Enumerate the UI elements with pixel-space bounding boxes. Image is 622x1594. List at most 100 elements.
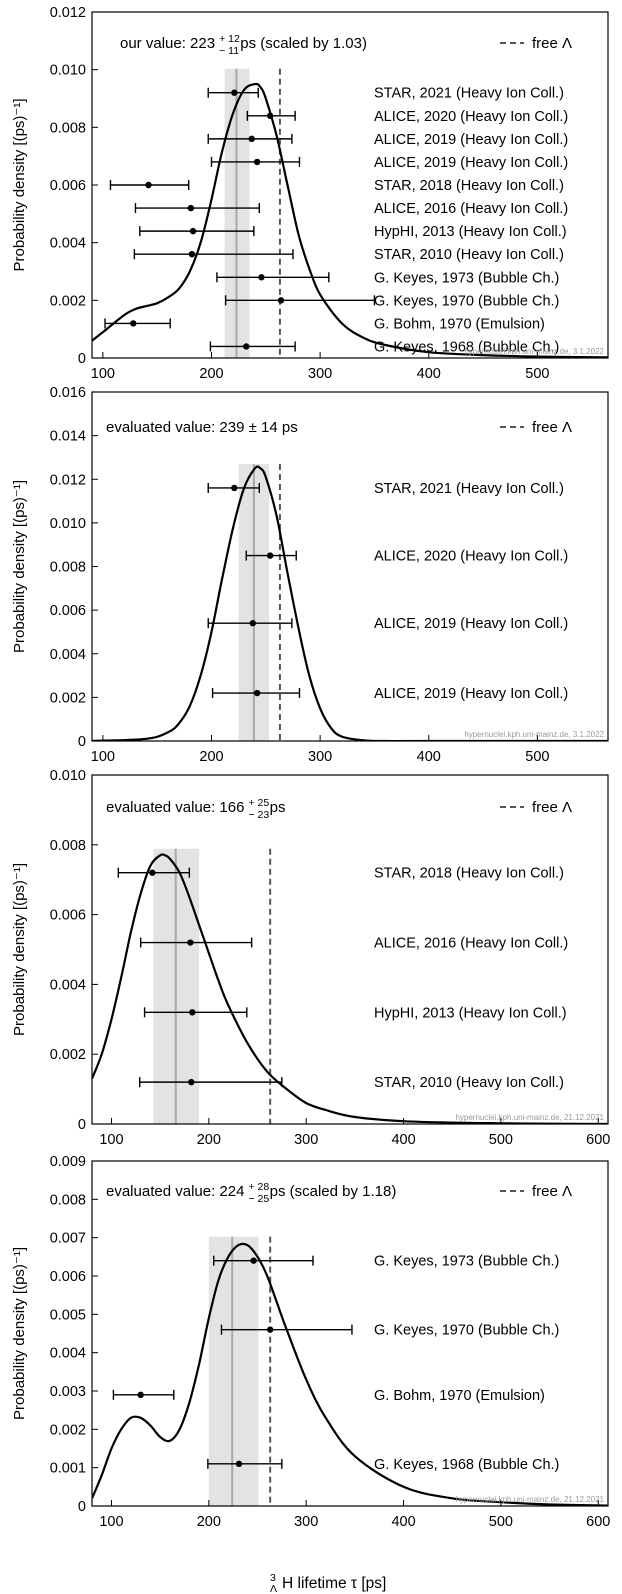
- measurement-label: STAR, 2018 (Heavy Ion Coll.): [374, 178, 564, 194]
- y-tick-label: 0.010: [50, 63, 86, 79]
- x-tick-label: 300: [308, 366, 332, 382]
- data-point: [250, 1257, 257, 1264]
- panel-title: evaluated value: 239 ± 14 ps: [106, 419, 298, 436]
- y-tick-label: 0.012: [50, 472, 86, 488]
- x-tick-label: 100: [91, 366, 115, 382]
- title-upper-error: + 12: [219, 33, 240, 45]
- y-tick-label: 0: [78, 1117, 86, 1133]
- y-tick-label: 0.008: [50, 1192, 86, 1208]
- measurement-label: STAR, 2010 (Heavy Ion Coll.): [374, 1075, 564, 1091]
- y-tick-label: 0.002: [50, 690, 86, 706]
- data-point: [266, 552, 274, 559]
- data-point: [258, 274, 265, 281]
- measurement-2: ALICE, 2016 (Heavy Ion Coll.): [139, 936, 568, 952]
- measurement-12: G. Keyes, 1968 (Bubble Ch.): [209, 339, 559, 355]
- watermark: hypernuclei.kph.uni-mainz.de, 21.12.2021: [455, 1113, 604, 1122]
- measurement-label: G. Keyes, 1973 (Bubble Ch.): [374, 270, 559, 286]
- measurement-label: STAR, 2021 (Heavy Ion Coll.): [374, 481, 564, 497]
- plot-frame: [91, 1160, 609, 1507]
- panel-4: G. Keyes, 1973 (Bubble Ch.) G. Keyes, 197…: [11, 1154, 610, 1530]
- measurement-label: STAR, 2010 (Heavy Ion Coll.): [374, 247, 564, 263]
- y-tick-label: 0: [78, 351, 86, 367]
- y-tick-label: 0.005: [50, 1307, 86, 1323]
- measurement-label: ALICE, 2020 (Heavy Ion Coll.): [374, 109, 568, 125]
- panel-title: evaluated value: 166 + 25− 23 ps: [106, 797, 285, 821]
- measurement-label: ALICE, 2019 (Heavy Ion Coll.): [374, 155, 568, 171]
- title-lower-error: − 11: [219, 45, 239, 57]
- measurement-1: STAR, 2021 (Heavy Ion Coll.): [207, 481, 564, 497]
- y-axis-label: Probability density [(ps)⁻¹]: [11, 480, 28, 653]
- measurement-label: HypHI, 2013 (Heavy Ion Coll.): [374, 224, 567, 240]
- x-tick-label: 500: [489, 1514, 513, 1530]
- x-tick-label: 600: [586, 1132, 610, 1148]
- x-label-subscript: Λ: [270, 1583, 277, 1594]
- measurement-label: STAR, 2018 (Heavy Ion Coll.): [374, 866, 564, 882]
- measurement-3: ALICE, 2019 (Heavy Ion Coll.): [207, 616, 568, 632]
- y-tick-label: 0.012: [50, 5, 86, 21]
- y-tick-label: 0.006: [50, 908, 86, 924]
- y-tick-label: 0.004: [50, 977, 86, 993]
- y-tick-label: 0: [78, 734, 86, 750]
- uncertainty-band: [208, 1236, 259, 1506]
- y-tick-label: 0.008: [50, 560, 86, 576]
- data-point: [187, 939, 194, 946]
- measurement-1: STAR, 2018 (Heavy Ion Coll.): [117, 866, 564, 882]
- measurement-label: ALICE, 2016 (Heavy Ion Coll.): [374, 936, 568, 952]
- data-point: [149, 869, 156, 876]
- title-upper-error: + 28: [248, 1181, 269, 1193]
- title-main: our value: 223: [120, 35, 215, 52]
- y-tick-label: 0.010: [50, 516, 86, 532]
- measurement-label: G. Keyes, 1970 (Bubble Ch.): [374, 1323, 559, 1339]
- data-point: [249, 620, 256, 627]
- title-main: evaluated value: 239 ± 14 ps: [106, 419, 298, 436]
- y-tick-label: 0.014: [50, 429, 86, 445]
- x-tick-label: 100: [91, 749, 115, 765]
- measurement-label: HypHI, 2013 (Heavy Ion Coll.): [374, 1005, 567, 1021]
- x-label-text: H lifetime τ [ps]: [282, 1575, 386, 1592]
- measurement-4: G. Keyes, 1968 (Bubble Ch.): [207, 1457, 559, 1473]
- title-lower-error: − 23: [248, 809, 269, 821]
- x-tick-label: 500: [489, 1132, 513, 1148]
- y-tick-label: 0.007: [50, 1231, 86, 1247]
- title-suffix: ps (scaled by 1.18): [265, 1183, 396, 1200]
- y-axis-label: Probability density [(ps)⁻¹]: [11, 863, 28, 1036]
- measurement-3: ALICE, 2019 (Heavy Ion Coll.): [207, 132, 568, 148]
- y-tick-label: 0.001: [50, 1461, 86, 1477]
- measurement-9: G. Keyes, 1973 (Bubble Ch.): [216, 270, 559, 286]
- y-tick-label: 0.003: [50, 1384, 86, 1400]
- data-point: [253, 689, 261, 697]
- y-axis-label: Probability density [(ps)⁻¹]: [11, 1247, 28, 1420]
- y-axis-label: Probability density [(ps)⁻¹]: [11, 99, 28, 272]
- data-point: [189, 227, 197, 235]
- data-point: [188, 1078, 195, 1086]
- measurement-4: ALICE, 2019 (Heavy Ion Coll.): [210, 155, 568, 171]
- x-tick-label: 300: [308, 749, 332, 765]
- data-point: [277, 297, 285, 304]
- data-point: [235, 1460, 243, 1468]
- x-tick-label: 200: [197, 1514, 221, 1530]
- measurement-2: ALICE, 2020 (Heavy Ion Coll.): [246, 109, 568, 125]
- measurement-10: G. Keyes, 1970 (Bubble Ch.): [224, 293, 559, 309]
- data-point: [231, 89, 238, 96]
- legend-label: free Λ: [532, 799, 572, 816]
- measurement-label: ALICE, 2016 (Heavy Ion Coll.): [374, 201, 568, 217]
- probability-curve: [92, 82, 608, 358]
- measurement-3: HypHI, 2013 (Heavy Ion Coll.): [143, 1005, 567, 1021]
- y-tick-label: 0.004: [50, 236, 86, 252]
- measurement-label: G. Keyes, 1970 (Bubble Ch.): [374, 293, 559, 309]
- measurement-7: HypHI, 2013 (Heavy Ion Coll.): [139, 224, 567, 240]
- title-lower-error: − 25: [248, 1193, 269, 1205]
- title-main: evaluated value: 224: [106, 1183, 244, 1200]
- x-tick-label: 300: [294, 1132, 318, 1148]
- y-tick-label: 0.016: [50, 385, 86, 401]
- measurement-6: ALICE, 2016 (Heavy Ion Coll.): [134, 201, 568, 217]
- data-point: [248, 135, 255, 143]
- measurement-8: STAR, 2010 (Heavy Ion Coll.): [133, 247, 564, 263]
- measurement-label: STAR, 2021 (Heavy Ion Coll.): [374, 86, 564, 102]
- y-tick-label: 0.009: [50, 1154, 86, 1170]
- data-point: [266, 112, 274, 120]
- measurement-2: G. Keyes, 1970 (Bubble Ch.): [220, 1323, 559, 1339]
- panel-title: our value: 223 + 12− 11 ps (scaled by 1.0…: [120, 33, 367, 57]
- panel-title: evaluated value: 224 + 28− 25 ps (scaled …: [106, 1181, 396, 1205]
